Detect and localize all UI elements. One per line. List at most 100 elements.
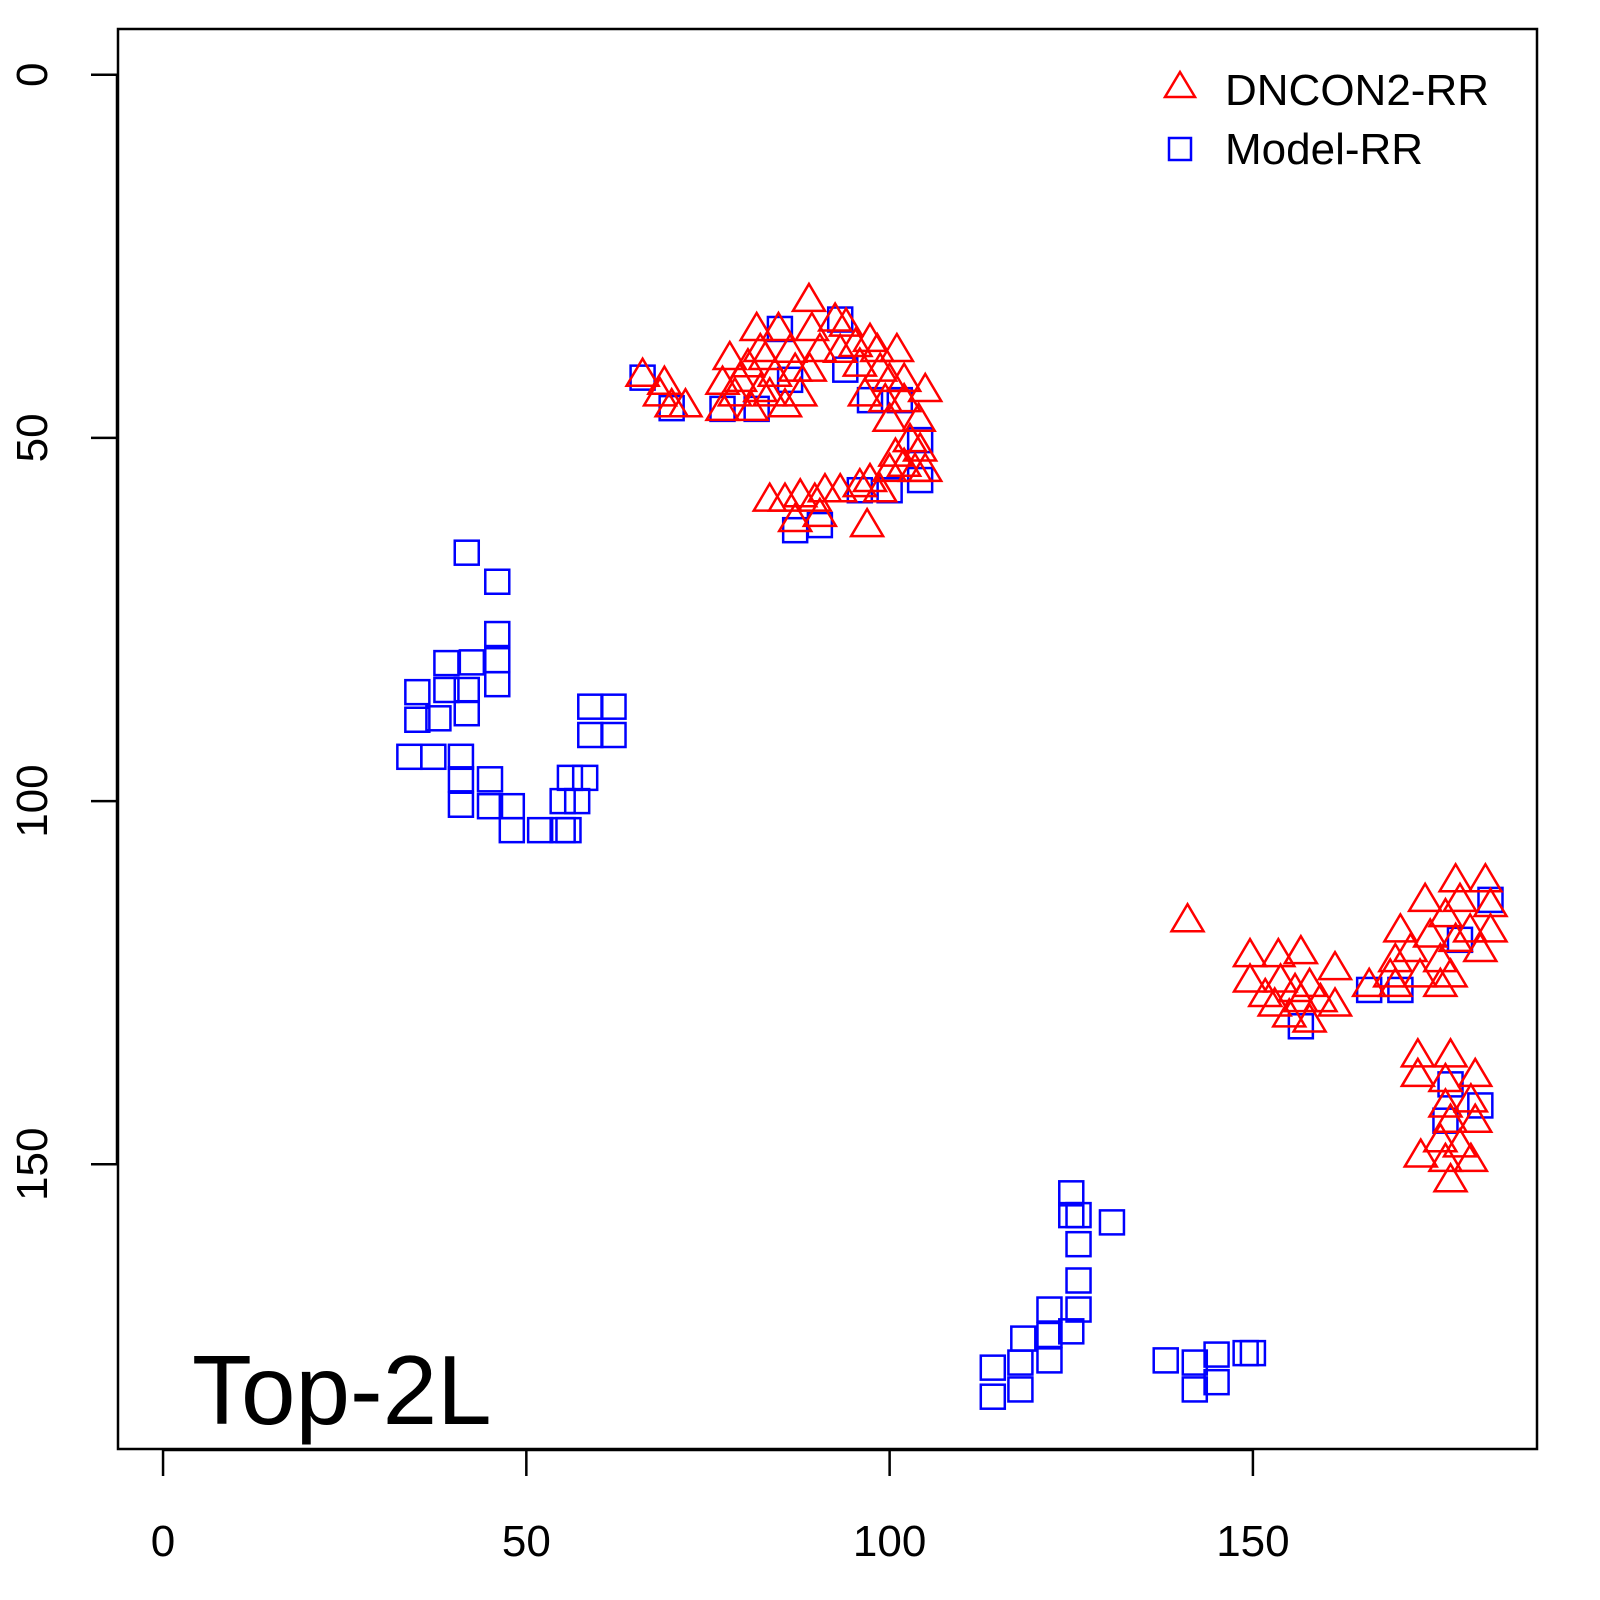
y-tick-label: 100 xyxy=(8,764,57,837)
dncon2-rr-point xyxy=(1406,881,1444,913)
dncon2-rr-point xyxy=(907,451,944,483)
model-rr-point xyxy=(447,766,475,793)
model-rr-point xyxy=(577,721,604,749)
dncon2-rr-point xyxy=(1427,1086,1464,1118)
model-rr-point xyxy=(1010,1325,1037,1352)
dncon2-rr-point xyxy=(1302,981,1339,1013)
model-rr-point xyxy=(420,743,447,771)
dncon2-rr-point xyxy=(776,501,814,533)
model-rr-point xyxy=(1036,1321,1063,1349)
x-tick-label: 50 xyxy=(502,1517,551,1566)
dncon2-rr-point xyxy=(822,332,859,364)
dncon2-rr-point xyxy=(871,401,908,433)
dncon2-rr-point xyxy=(793,310,831,342)
model-rr-point xyxy=(1058,1201,1085,1229)
model-rr-point xyxy=(1467,1092,1494,1119)
legend-label-model-rr: Model-RR xyxy=(1225,125,1423,174)
dncon2-rr-point xyxy=(900,401,937,433)
dncon2-rr-point xyxy=(782,375,819,407)
model-rr-point xyxy=(979,1383,1007,1410)
model-rr-point xyxy=(453,699,481,727)
model-rr-point xyxy=(1065,1296,1092,1323)
model-rr-point xyxy=(1239,1339,1267,1367)
x-tick-label: 0 xyxy=(151,1517,175,1566)
model-rr-point xyxy=(447,743,475,771)
dncon2-rr-point xyxy=(1402,1137,1439,1168)
dncon2-rr-point xyxy=(816,301,854,332)
model-rr-point xyxy=(526,816,554,844)
model-rr-point xyxy=(433,649,460,677)
model-rr-point xyxy=(1036,1296,1063,1323)
model-rr-point xyxy=(979,1354,1007,1381)
dncon2-rr-point xyxy=(1316,949,1354,981)
dncon2-rr-point xyxy=(766,386,804,418)
dncon2-rr-point xyxy=(667,386,704,418)
dncon2-rr-point xyxy=(1457,1056,1494,1088)
model-rr-point xyxy=(563,787,591,815)
model-rr-point xyxy=(396,743,423,771)
y-axis: 0 50 100 150 xyxy=(8,63,119,1201)
dncon2-rr-point xyxy=(1271,996,1308,1028)
dncon2-rr-point xyxy=(1256,986,1293,1017)
legend-label-dncon2-rr: DNCON2-RR xyxy=(1225,66,1489,115)
model-rr-point xyxy=(425,705,452,732)
dncon2-rr-point xyxy=(885,446,923,478)
dncon2-rr-point xyxy=(848,506,886,538)
model-rr-point xyxy=(1058,1180,1085,1207)
model-rr-point xyxy=(1203,1368,1230,1396)
model-rr-point xyxy=(1058,1318,1085,1345)
model-rr-point xyxy=(600,721,627,749)
dncon2-rr-point xyxy=(1169,901,1206,933)
model-rr-point xyxy=(476,792,504,820)
dncon2-rr-point xyxy=(1247,976,1284,1008)
dncon2-rr-point xyxy=(827,306,865,337)
dncon2-rr-point xyxy=(1437,861,1474,893)
dncon2-rr-point xyxy=(878,331,916,363)
dncon2-rr-point xyxy=(1282,933,1320,965)
dncon2-rr-point xyxy=(1467,861,1504,893)
y-tick-label: 0 xyxy=(8,63,57,87)
dncon2-rr-point xyxy=(776,351,814,382)
dncon2-rr-point xyxy=(801,496,839,528)
model-rr-point xyxy=(458,649,486,676)
model-rr-point xyxy=(484,670,511,698)
model-rr-point xyxy=(1065,1201,1092,1229)
model-rr-point xyxy=(832,356,859,383)
dncon2-rr-point xyxy=(1382,911,1419,943)
dncon2-rr-point xyxy=(646,364,683,395)
y-tick-label: 150 xyxy=(8,1128,57,1201)
dncon2-rr-point xyxy=(859,331,896,363)
dncon2-rr-point xyxy=(1441,881,1479,913)
dncon2-rr-point xyxy=(1399,1036,1437,1068)
dncon2-rr-point xyxy=(760,310,797,342)
dncon2-rr-point xyxy=(885,361,923,393)
dncon2-rr-point xyxy=(782,476,819,508)
dncon2-rr-point xyxy=(1462,931,1499,963)
dncon2-rr-point xyxy=(790,281,828,313)
model-rr-point xyxy=(484,568,511,595)
dncon2-rr-point xyxy=(1231,962,1269,993)
annotation-top-2l: Top-2L xyxy=(192,1335,492,1445)
model-rr-point xyxy=(577,693,604,720)
model-rr-point xyxy=(556,764,584,792)
dncon2-rr-point xyxy=(871,451,908,483)
model-rr-point xyxy=(1098,1209,1126,1236)
model-rr-point xyxy=(1181,1376,1209,1403)
model-rr-point xyxy=(600,693,627,720)
legend: DNCON2-RR Model-RR xyxy=(1162,66,1489,174)
dncon2-rr-point xyxy=(841,346,879,377)
dncon2-rr-point xyxy=(1422,966,1459,998)
dncon2-rr-point xyxy=(1437,921,1474,953)
legend-triangle-icon xyxy=(1162,69,1198,99)
dncon2-rr-point xyxy=(1282,981,1320,1013)
model-rr-point xyxy=(1007,1376,1034,1403)
model-rr-point xyxy=(453,539,481,566)
model-rr-point xyxy=(1203,1341,1230,1368)
dncon2-rr-point xyxy=(841,466,879,498)
model-rr-point xyxy=(1232,1339,1259,1367)
dncon2-rr-point xyxy=(1422,1121,1459,1153)
model-rr-point xyxy=(1181,1349,1209,1376)
model-rr-point xyxy=(571,764,599,792)
dncon2-rr-point xyxy=(1472,911,1509,943)
